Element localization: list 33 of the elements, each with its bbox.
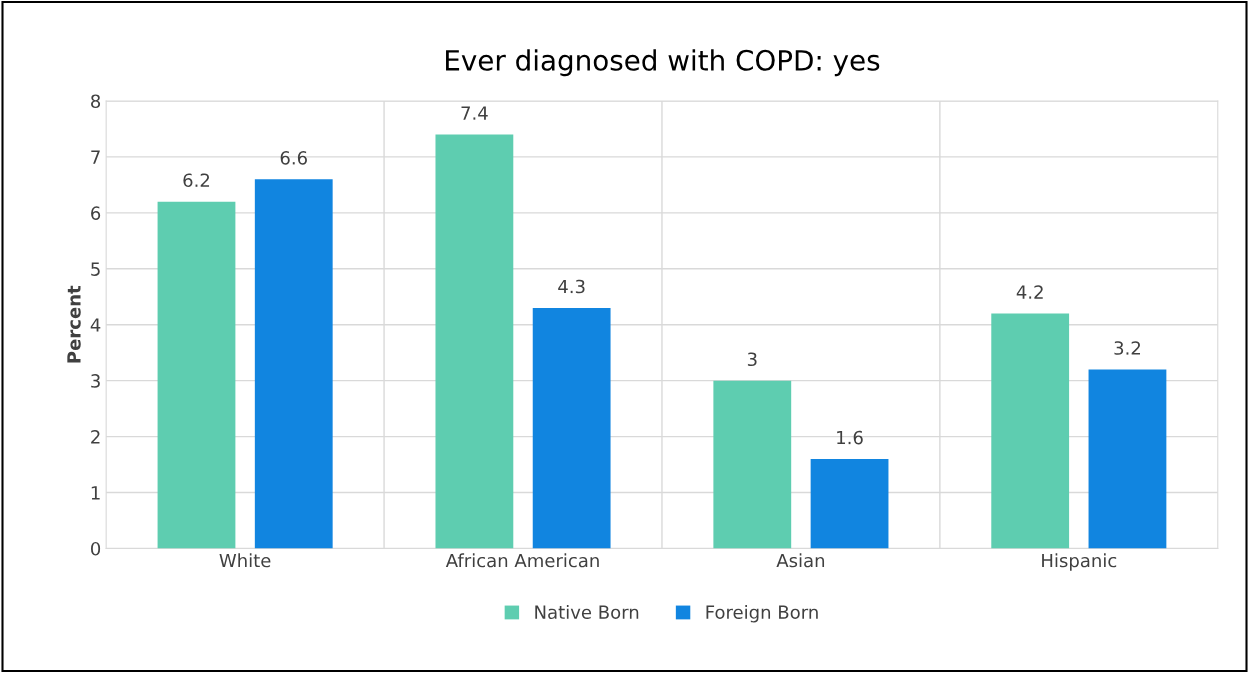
y-tick-label: 3 (91, 374, 100, 388)
x-tick-label: Hispanic (1042, 553, 1117, 571)
y-tick-label: 4 (90, 318, 101, 332)
bar (532, 307, 611, 549)
y-tick-label: 6 (91, 206, 101, 220)
x-tick-label: White (219, 553, 271, 568)
chart-title: Ever diagnosed with COPD: yes (446, 49, 880, 77)
bar (254, 179, 333, 549)
x-tick-label: African American (445, 553, 599, 568)
data-label: 6.2 (183, 173, 210, 188)
data-label: 1.6 (837, 430, 863, 445)
bar (1088, 369, 1167, 549)
y-tick-label: 1 (91, 486, 100, 500)
y-tick-label: 8 (91, 94, 101, 109)
y-tick-label: 2 (91, 430, 100, 444)
data-label: 3 (747, 352, 757, 367)
data-label: 4.2 (1016, 285, 1043, 299)
legend-label: Native Born (535, 605, 639, 619)
bar (810, 458, 889, 549)
bar (991, 313, 1070, 549)
y-tick-label: 5 (91, 262, 100, 276)
bar (435, 134, 514, 549)
data-label: 7.4 (461, 106, 488, 120)
data-label: 4.3 (558, 279, 585, 294)
data-label: 3.2 (1114, 341, 1141, 355)
y-tick-label: 7 (91, 150, 100, 164)
y-tick-label: 0 (91, 541, 101, 556)
data-label: 6.6 (280, 151, 307, 165)
x-tick-label: Asian (776, 553, 825, 568)
y-axis-title: Percent (67, 285, 81, 363)
bar (157, 201, 236, 549)
legend-label: Foreign Born (706, 605, 818, 623)
bar (713, 380, 792, 549)
